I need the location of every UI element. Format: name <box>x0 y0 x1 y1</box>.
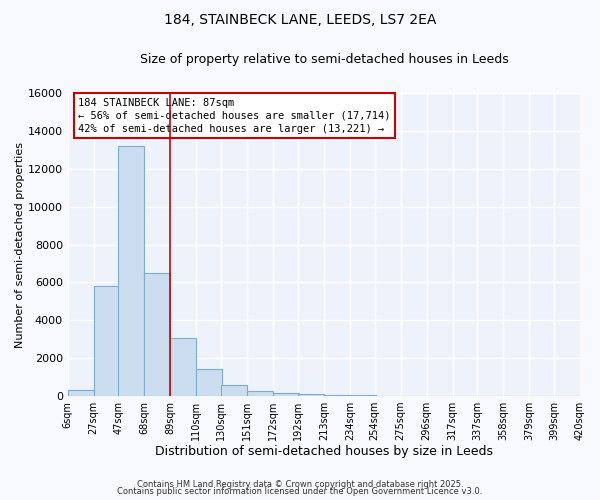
Text: 184 STAINBECK LANE: 87sqm
← 56% of semi-detached houses are smaller (17,714)
42%: 184 STAINBECK LANE: 87sqm ← 56% of semi-… <box>78 98 391 134</box>
Bar <box>247 391 273 396</box>
Text: Contains public sector information licensed under the Open Government Licence v3: Contains public sector information licen… <box>118 487 482 496</box>
Bar <box>145 273 170 396</box>
Bar <box>273 393 299 396</box>
Bar <box>118 146 145 396</box>
Bar <box>324 395 350 396</box>
Bar <box>170 338 196 396</box>
Bar <box>68 390 94 396</box>
Bar <box>196 368 223 396</box>
Bar <box>221 384 247 396</box>
Y-axis label: Number of semi-detached properties: Number of semi-detached properties <box>15 142 25 348</box>
Text: Contains HM Land Registry data © Crown copyright and database right 2025.: Contains HM Land Registry data © Crown c… <box>137 480 463 489</box>
X-axis label: Distribution of semi-detached houses by size in Leeds: Distribution of semi-detached houses by … <box>155 444 493 458</box>
Title: Size of property relative to semi-detached houses in Leeds: Size of property relative to semi-detach… <box>140 52 508 66</box>
Text: 184, STAINBECK LANE, LEEDS, LS7 2EA: 184, STAINBECK LANE, LEEDS, LS7 2EA <box>164 12 436 26</box>
Bar <box>298 394 324 396</box>
Bar <box>94 286 120 396</box>
